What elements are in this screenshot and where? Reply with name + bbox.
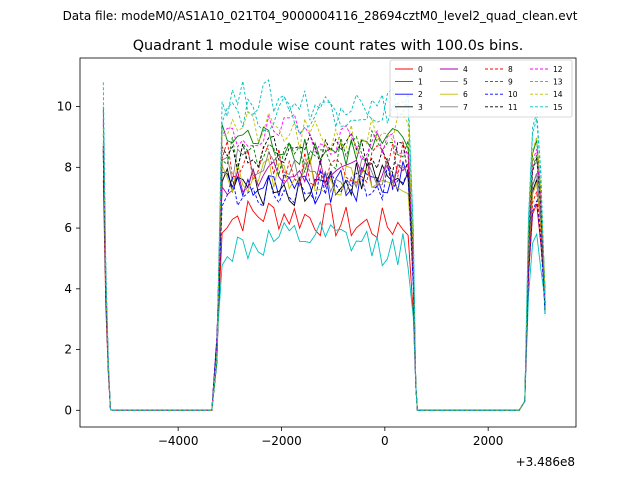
x-tick-label: −4000 xyxy=(158,434,199,448)
y-tick-label: 4 xyxy=(64,282,72,296)
x-tick-label: 2000 xyxy=(473,434,504,448)
x-tick-label: 0 xyxy=(381,434,389,448)
plot-lines xyxy=(102,79,546,411)
legend-label-3: 3 xyxy=(418,103,423,112)
legend-label-1: 1 xyxy=(418,78,423,87)
axes-frame xyxy=(79,57,577,428)
legend-label-14: 14 xyxy=(553,90,563,99)
chart-title: Quadrant 1 module wise count rates with … xyxy=(133,38,524,54)
legend-label-10: 10 xyxy=(508,90,518,99)
legend-box xyxy=(389,59,573,118)
y-axis: 0 2 4 6 8 10 xyxy=(57,100,80,417)
chart-suptitle: Data file: modeM0/AS1A10_021T04_90000041… xyxy=(63,9,578,23)
legend-label-7: 7 xyxy=(463,103,468,112)
legend-label-6: 6 xyxy=(463,90,468,99)
x-offset-label: +3.486e8 xyxy=(516,455,575,469)
y-tick-label: 0 xyxy=(64,403,72,417)
x-tick-label: −2000 xyxy=(261,434,302,448)
legend-label-2: 2 xyxy=(418,90,423,99)
legend-label-8: 8 xyxy=(508,65,513,74)
legend-label-13: 13 xyxy=(553,78,563,87)
x-axis: −4000 −2000 0 2000 xyxy=(158,427,504,448)
legend-label-15: 15 xyxy=(553,103,563,112)
legend-label-12: 12 xyxy=(553,65,563,74)
y-tick-label: 8 xyxy=(64,160,72,174)
series-line-15 xyxy=(102,87,546,411)
legend-label-5: 5 xyxy=(463,78,468,87)
legend-label-11: 11 xyxy=(508,103,518,112)
legend-label-9: 9 xyxy=(508,78,513,87)
legend-label-4: 4 xyxy=(463,65,468,74)
legend-label-0: 0 xyxy=(418,65,423,74)
y-tick-label: 6 xyxy=(64,221,72,235)
y-tick-label: 2 xyxy=(64,343,72,357)
y-tick-label: 10 xyxy=(57,100,72,114)
